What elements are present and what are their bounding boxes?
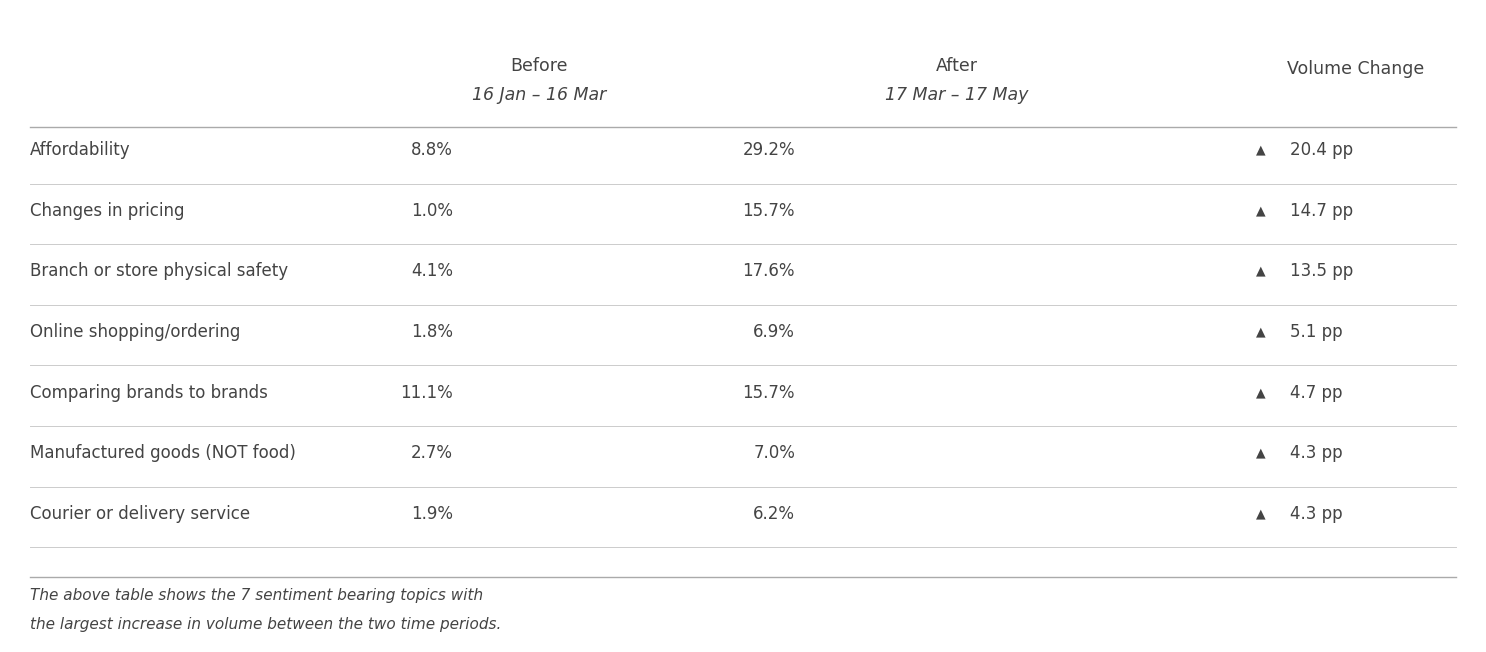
Text: 17 Mar – 17 May: 17 Mar – 17 May: [886, 86, 1028, 104]
Text: Changes in pricing: Changes in pricing: [30, 201, 184, 220]
Text: Before: Before: [510, 57, 568, 75]
Text: 15.7%: 15.7%: [743, 201, 795, 220]
Text: 1.0%: 1.0%: [412, 201, 453, 220]
Text: 15.7%: 15.7%: [743, 383, 795, 402]
Text: Affordability: Affordability: [30, 141, 131, 159]
Text: ▲: ▲: [1256, 386, 1265, 399]
Text: Volume Change: Volume Change: [1287, 60, 1425, 78]
Text: 4.7 pp: 4.7 pp: [1290, 383, 1342, 402]
Text: ▲: ▲: [1256, 204, 1265, 217]
Text: Online shopping/ordering: Online shopping/ordering: [30, 323, 241, 341]
Text: 4.1%: 4.1%: [412, 262, 453, 280]
Text: 4.3 pp: 4.3 pp: [1290, 444, 1342, 462]
Text: ▲: ▲: [1256, 265, 1265, 278]
Text: Courier or delivery service: Courier or delivery service: [30, 505, 250, 523]
Text: Manufactured goods (NOT food): Manufactured goods (NOT food): [30, 444, 296, 462]
Text: 13.5 pp: 13.5 pp: [1290, 262, 1354, 280]
Text: 8.8%: 8.8%: [412, 141, 453, 159]
Text: 1.8%: 1.8%: [412, 323, 453, 341]
Text: ▲: ▲: [1256, 325, 1265, 338]
Text: 6.9%: 6.9%: [753, 323, 795, 341]
Text: 1.9%: 1.9%: [412, 505, 453, 523]
Text: Comparing brands to brands: Comparing brands to brands: [30, 383, 267, 402]
Text: ▲: ▲: [1256, 447, 1265, 460]
Text: 16 Jan – 16 Mar: 16 Jan – 16 Mar: [471, 86, 606, 104]
Text: the largest increase in volume between the two time periods.: the largest increase in volume between t…: [30, 617, 501, 632]
Text: The above table shows the 7 sentiment bearing topics with: The above table shows the 7 sentiment be…: [30, 588, 483, 603]
Text: 17.6%: 17.6%: [743, 262, 795, 280]
Text: ▲: ▲: [1256, 143, 1265, 156]
Text: Branch or store physical safety: Branch or store physical safety: [30, 262, 288, 280]
Text: 2.7%: 2.7%: [412, 444, 453, 462]
Text: 11.1%: 11.1%: [401, 383, 453, 402]
Text: ▲: ▲: [1256, 507, 1265, 520]
Text: 14.7 pp: 14.7 pp: [1290, 201, 1352, 220]
Text: 5.1 pp: 5.1 pp: [1290, 323, 1342, 341]
Text: 29.2%: 29.2%: [743, 141, 795, 159]
Text: 20.4 pp: 20.4 pp: [1290, 141, 1352, 159]
Text: After: After: [936, 57, 978, 75]
Text: 7.0%: 7.0%: [753, 444, 795, 462]
Text: 4.3 pp: 4.3 pp: [1290, 505, 1342, 523]
Text: 6.2%: 6.2%: [753, 505, 795, 523]
